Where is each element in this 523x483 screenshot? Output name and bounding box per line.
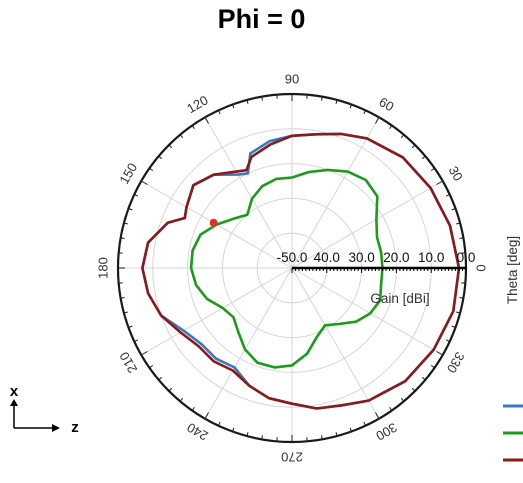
- angular-tick-label: 270: [281, 450, 303, 465]
- angular-tick-mark: [149, 365, 154, 369]
- angular-tick-mark: [451, 208, 456, 211]
- angular-tick-mark: [179, 397, 184, 402]
- angular-tick-mark: [158, 155, 163, 160]
- grid-spoke: [291, 180, 443, 269]
- x-axis-indicator-label: x: [10, 383, 19, 400]
- angular-tick-mark: [430, 167, 435, 171]
- angular-tick-mark: [261, 96, 263, 101]
- angular-tick-mark: [218, 421, 221, 426]
- angular-tick-mark: [246, 99, 249, 104]
- angular-tick-mark: [204, 117, 209, 124]
- angular-tick-mark: [335, 99, 338, 104]
- angular-tick-mark: [204, 412, 209, 419]
- z-axis-arrowhead: [52, 424, 60, 432]
- angular-tick-mark: [232, 427, 235, 432]
- angular-tick-label: 90: [285, 71, 299, 86]
- grid-spoke: [204, 117, 293, 269]
- angular-tick-label: 180: [95, 257, 110, 279]
- angular-tick-mark: [134, 339, 139, 342]
- chart-title: Phi = 0: [217, 4, 306, 34]
- angular-tick-mark: [191, 406, 195, 411]
- angular-tick-mark: [128, 208, 133, 211]
- angular-tick-mark: [149, 167, 154, 171]
- angular-tick-label: 60: [377, 94, 397, 114]
- angular-tick-mark: [411, 387, 416, 392]
- angular-tick-mark: [179, 134, 184, 139]
- angular-tick-mark: [400, 134, 405, 139]
- angular-tick-mark: [134, 194, 139, 197]
- angular-tick-mark: [436, 180, 443, 185]
- angular-tick-label: 30: [446, 163, 466, 183]
- angular-tick-mark: [218, 110, 221, 115]
- angular-tick-mark: [321, 96, 323, 101]
- radial-axis: -50.0 40.0 30.0 20.0 10.0 0.0: [277, 250, 476, 273]
- legend: [503, 404, 523, 462]
- grid-spoke: [291, 267, 443, 356]
- angular-tick-mark: [411, 144, 416, 149]
- angular-tick-mark: [349, 427, 352, 432]
- grid-spoke: [291, 117, 380, 269]
- grid-spoke: [204, 267, 293, 419]
- angular-tick-mark: [456, 311, 461, 314]
- angular-tick-mark: [128, 325, 133, 328]
- angular-tick-mark: [168, 387, 173, 392]
- angular-tick-mark: [421, 376, 426, 381]
- angular-tick-mark: [123, 222, 128, 225]
- angular-axis-label: Theta [deg]: [505, 236, 520, 304]
- angular-tick-mark: [389, 406, 393, 411]
- x-axis-arrowhead: [10, 399, 18, 406]
- angular-tick-mark: [120, 297, 125, 299]
- angular-tick-mark: [232, 104, 235, 109]
- grid-spoke: [291, 267, 380, 419]
- angular-tick-mark: [120, 237, 125, 239]
- angular-tick-mark: [430, 365, 435, 369]
- angular-tick-mark: [375, 117, 380, 124]
- radial-tick-label: 0.0: [457, 250, 476, 265]
- angular-tick-mark: [363, 421, 366, 426]
- angular-tick-mark: [451, 325, 456, 328]
- angular-tick-mark: [141, 351, 148, 356]
- angular-tick-mark: [168, 144, 173, 149]
- angular-tick-mark: [456, 222, 461, 225]
- angular-tick-mark: [191, 125, 195, 130]
- angular-tick-mark: [321, 435, 323, 440]
- angular-tick-mark: [375, 412, 380, 419]
- angular-tick-mark: [246, 432, 249, 437]
- z-axis-indicator-label: z: [71, 419, 79, 436]
- angular-tick-mark: [389, 125, 393, 130]
- angular-tick-mark: [363, 110, 366, 115]
- angular-tick-mark: [445, 339, 450, 342]
- angular-tick-mark: [400, 397, 405, 402]
- angular-tick-mark: [141, 180, 148, 185]
- radial-tick-label: 20.0: [383, 250, 409, 265]
- angular-tick-mark: [158, 376, 163, 381]
- grid-spoke: [141, 267, 293, 356]
- series-line-2: [141, 132, 461, 410]
- radial-tick-label: 30.0: [348, 250, 374, 265]
- angular-tick-mark: [436, 351, 443, 356]
- radial-tick-label: 40.0: [314, 250, 340, 265]
- angular-tick-mark: [459, 297, 464, 299]
- series-layer: [141, 132, 461, 410]
- angular-tick-mark: [445, 194, 450, 197]
- angular-tick-mark: [349, 104, 352, 109]
- angular-tick-mark: [261, 435, 263, 440]
- angular-tick-mark: [335, 432, 338, 437]
- radial-tick-label: 10.0: [418, 250, 444, 265]
- series-line-1: [189, 168, 384, 369]
- radial-tick-label: -50.0: [277, 250, 308, 265]
- radial-axis-label: Gain [dBi]: [370, 291, 429, 306]
- angular-tick-mark: [459, 237, 464, 239]
- marker-point: [209, 218, 218, 227]
- angular-tick-mark: [123, 311, 128, 314]
- angular-tick-mark: [421, 155, 426, 160]
- angular-tick-label: 0: [474, 264, 489, 271]
